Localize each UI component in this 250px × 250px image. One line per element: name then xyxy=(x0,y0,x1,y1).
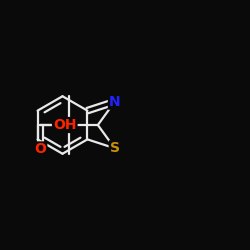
Text: O: O xyxy=(34,142,46,156)
Text: OH: OH xyxy=(53,118,76,132)
Text: N: N xyxy=(109,95,120,109)
Text: S: S xyxy=(110,141,120,155)
